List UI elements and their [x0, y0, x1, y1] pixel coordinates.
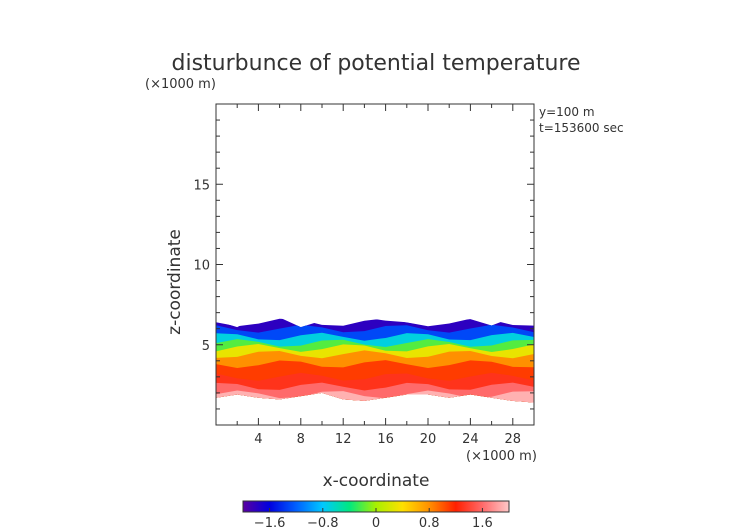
colorbar-tick-label: −0.8 — [307, 516, 339, 531]
y-tick-label: 15 — [193, 178, 210, 193]
x-unit-label: (×1000 m) — [466, 449, 537, 464]
colorbar-tick-label: 0.8 — [419, 516, 440, 531]
y-unit-label: (×1000 m) — [145, 77, 216, 92]
x-axis-label: x-coordinate — [323, 471, 430, 491]
x-tick-label: 12 — [335, 432, 352, 447]
colorbar-tick-label: −1.6 — [254, 516, 286, 531]
x-tick-label: 20 — [420, 432, 437, 447]
colorbar-ticks: −1.6 −0.8 0 0.8 1.6 — [254, 508, 493, 531]
colorbar-tick-label: 0 — [372, 516, 380, 531]
y-tick-label: 5 — [202, 339, 210, 354]
x-tick-label: 16 — [377, 432, 394, 447]
field-layer — [216, 318, 534, 403]
y-axis-label: z-coordinate — [165, 229, 185, 335]
x-tick-label: 4 — [254, 432, 262, 447]
chart-title: disturbunce of potential temperature — [172, 51, 581, 76]
annotation-y: y=100 m — [539, 105, 595, 119]
y-tick-label: 10 — [193, 259, 210, 274]
x-tick-label: 28 — [505, 432, 522, 447]
field-bands — [216, 318, 534, 403]
x-tick-label: 24 — [462, 432, 479, 447]
field-band — [216, 382, 534, 403]
x-ticks: 4 8 12 16 20 24 28 — [236, 104, 522, 447]
x-tick-label: 8 — [297, 432, 305, 447]
y-ticks: 5 10 15 — [193, 119, 534, 410]
colorbar-tick-label: 1.6 — [472, 516, 493, 531]
annotation-t: t=153600 sec — [539, 121, 624, 135]
